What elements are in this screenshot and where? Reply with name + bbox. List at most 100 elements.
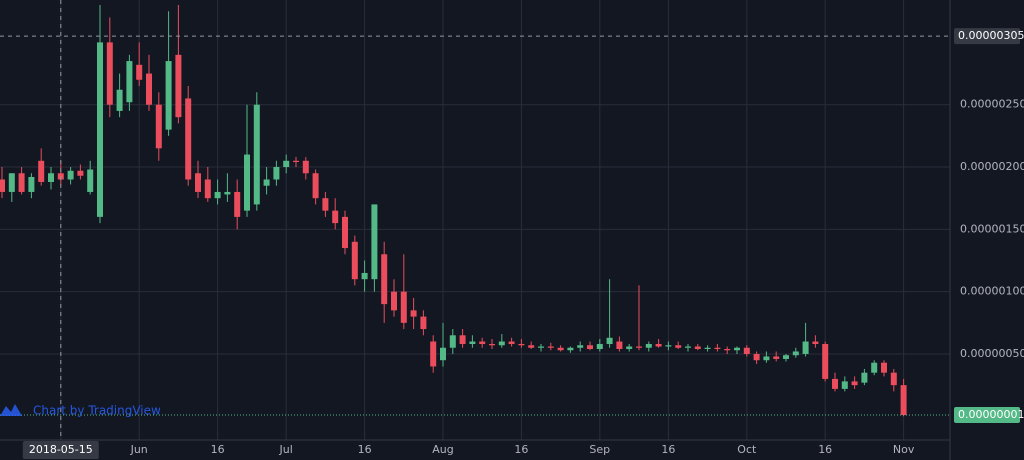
candle-body bbox=[116, 89, 123, 111]
watermark-logo bbox=[0, 404, 22, 416]
x-tick-label: Jul bbox=[279, 443, 293, 456]
candle-body bbox=[449, 335, 456, 348]
candle-body bbox=[146, 73, 152, 105]
candle-body bbox=[214, 191, 221, 199]
candle-body bbox=[263, 179, 270, 186]
x-tick-label: 16 bbox=[818, 443, 832, 456]
candle-body bbox=[18, 173, 25, 192]
candle-body bbox=[332, 210, 339, 224]
crosshair-date-box bbox=[22, 441, 99, 459]
candle-body bbox=[489, 344, 495, 346]
candle-body bbox=[734, 347, 740, 351]
candle-body bbox=[773, 356, 780, 359]
candle-body bbox=[0, 179, 5, 192]
candle-body bbox=[724, 348, 731, 351]
candle-body bbox=[28, 176, 35, 192]
x-tick-label: Nov bbox=[893, 443, 915, 456]
candle-body bbox=[244, 154, 250, 211]
x-tick-label: 16 bbox=[211, 443, 225, 456]
candle-body bbox=[400, 291, 407, 323]
candle-body bbox=[890, 372, 897, 386]
candle-body bbox=[753, 353, 760, 361]
x-tick-label: 16 bbox=[514, 443, 528, 456]
candle-body bbox=[293, 160, 299, 163]
x-tick-label: Sep bbox=[589, 443, 610, 456]
candle-body bbox=[685, 346, 691, 348]
candle-body bbox=[714, 347, 721, 349]
candle-body bbox=[195, 173, 201, 192]
candle-body bbox=[391, 291, 397, 311]
candle-body bbox=[410, 310, 417, 317]
candle-body bbox=[675, 345, 682, 348]
candle-body bbox=[498, 341, 505, 346]
candle-body bbox=[8, 173, 15, 192]
candle-body bbox=[322, 198, 329, 211]
x-tick-label: 16 bbox=[358, 443, 372, 456]
y-tick-label: 0.00000250 bbox=[960, 98, 1024, 111]
candle-body bbox=[518, 344, 525, 346]
y-tick-label: 0.00000100 bbox=[960, 285, 1024, 298]
y-tick-label: 0.00000150 bbox=[960, 222, 1024, 235]
candle-body bbox=[155, 104, 162, 149]
crosshair-price-box bbox=[954, 28, 1020, 45]
candle-body bbox=[596, 344, 603, 349]
candle-body bbox=[851, 381, 858, 386]
candle-body bbox=[253, 104, 260, 205]
candle-body bbox=[106, 42, 113, 105]
candle-body bbox=[792, 351, 799, 356]
y-tick-label: 0.00000050 bbox=[960, 347, 1024, 360]
candle-body bbox=[312, 173, 319, 199]
candle-body bbox=[636, 346, 642, 348]
candle-body bbox=[342, 216, 348, 249]
candle-body bbox=[204, 179, 211, 199]
candle-body bbox=[861, 372, 868, 383]
candle-body bbox=[97, 42, 103, 217]
candle-body bbox=[783, 355, 789, 359]
candle-body bbox=[48, 173, 54, 182]
candle-body bbox=[479, 341, 486, 345]
candle-body bbox=[165, 61, 172, 130]
last-price-label: 0.00000001 bbox=[958, 408, 1024, 421]
candle-body bbox=[626, 346, 633, 349]
candle-body bbox=[812, 341, 819, 345]
candle-body bbox=[743, 347, 750, 354]
candle-body bbox=[87, 169, 94, 192]
candle-body bbox=[175, 54, 182, 118]
watermark: Chart by TradingView bbox=[33, 404, 161, 418]
candle-body bbox=[126, 61, 133, 103]
candle-body bbox=[841, 381, 848, 389]
candle-body bbox=[655, 344, 662, 347]
candle-body bbox=[508, 341, 515, 345]
crosshair-price-label: 0.00000305 bbox=[958, 29, 1024, 42]
candle-body bbox=[616, 341, 623, 349]
candle-body bbox=[900, 385, 907, 416]
candle-body bbox=[351, 241, 358, 280]
candle-body bbox=[587, 345, 593, 349]
candle-body bbox=[567, 347, 574, 351]
candle-body bbox=[645, 344, 652, 348]
candle-body bbox=[557, 347, 564, 351]
candle-body bbox=[136, 64, 143, 80]
candle-body bbox=[361, 272, 368, 280]
last-price-box bbox=[954, 407, 1020, 424]
candle-body bbox=[38, 160, 45, 182]
y-tick-label: 0.00000200 bbox=[960, 160, 1024, 173]
x-tick-label: Jun bbox=[130, 443, 148, 456]
candle-body bbox=[185, 98, 192, 180]
candle-body bbox=[371, 204, 378, 280]
candle-body bbox=[538, 346, 544, 348]
candle-body bbox=[577, 345, 584, 348]
candle-body bbox=[440, 347, 446, 361]
candle-body bbox=[273, 167, 280, 180]
candle-body bbox=[420, 316, 427, 330]
candle-body bbox=[694, 346, 701, 349]
x-tick-label: 16 bbox=[661, 443, 675, 456]
candle-body bbox=[224, 191, 231, 195]
candle-body bbox=[547, 346, 554, 348]
candle-body bbox=[381, 254, 388, 305]
candle-body bbox=[704, 347, 711, 349]
candle-body bbox=[302, 160, 309, 174]
